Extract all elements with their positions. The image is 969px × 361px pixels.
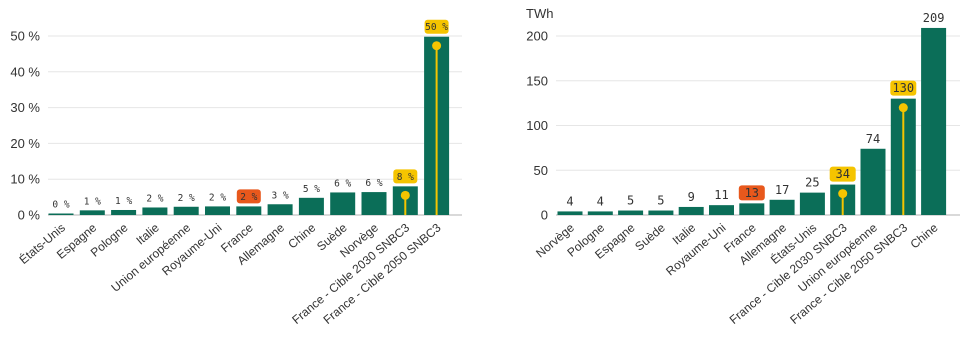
category-label-twh-chine: Chine <box>908 220 941 251</box>
value-label-twh-pologne: 4 <box>597 194 604 208</box>
category-label-pct-chine: Chine <box>285 220 318 251</box>
pct-y-tick-0: 0 % <box>18 208 41 223</box>
value-label-pct-italie: 2 % <box>146 193 163 204</box>
value-label-pct-royaume-uni: 2 % <box>209 192 226 203</box>
badge-twh-france-cible-2050-snbc3 <box>890 80 917 96</box>
bar-pct-norvege <box>361 192 387 215</box>
pct-y-tick-10: 10 % <box>10 172 40 187</box>
value-label-pct-etats-unis: 0 % <box>52 200 69 211</box>
bar-twh-suede <box>648 210 674 215</box>
bar-twh-etats-unis <box>799 192 825 215</box>
bar-pct-pologne <box>111 209 137 215</box>
target-dot-pct-france-cible-2050-snbc3 <box>432 41 442 51</box>
badge-pct-france-cible-2050-snbc3 <box>424 19 449 34</box>
bar-twh-chine <box>921 27 947 215</box>
value-label-pct-suede: 6 % <box>334 178 351 189</box>
bar-pct-italie <box>142 207 168 215</box>
bar-pct-union-europeenne <box>173 206 199 215</box>
badge-pct-france-cible-2030-snbc3 <box>393 169 418 184</box>
value-label-twh-royaume-uni: 11 <box>714 188 728 202</box>
value-label-pct-france-cible-2030-snbc3: 8 % <box>397 172 414 183</box>
category-label-twh-suede: Suède <box>632 220 668 253</box>
value-label-pct-france-cible-2050-snbc3: 50 % <box>425 22 448 33</box>
bar-pct-suede <box>330 192 356 215</box>
target-dot-twh-france-cible-2030-snbc3 <box>838 189 848 199</box>
bar-pct-allemagne <box>267 204 293 215</box>
twh-y-tick-50: 50 <box>534 163 548 178</box>
pct-y-tick-20: 20 % <box>10 136 40 151</box>
value-label-twh-suede: 5 <box>657 194 664 208</box>
bar-pct-france <box>236 206 262 215</box>
bar-pct-chine <box>298 197 324 215</box>
bar-twh-royaume-uni <box>709 205 734 215</box>
twh-y-tick-200: 200 <box>526 29 548 44</box>
value-label-twh-allemagne: 17 <box>775 183 789 197</box>
pct-y-tick-30: 30 % <box>10 100 40 115</box>
badge-pct-france <box>236 189 261 204</box>
twh-y-tick-100: 100 <box>526 118 548 133</box>
bar-pct-etats-unis <box>48 213 74 215</box>
value-label-twh-espagne: 5 <box>627 194 634 208</box>
bar-pct-espagne <box>79 210 105 215</box>
value-label-twh-france: 13 <box>745 186 759 200</box>
value-label-twh-france-cible-2030-snbc3: 34 <box>835 167 849 181</box>
target-dot-twh-france-cible-2050-snbc3 <box>898 103 908 113</box>
pct-y-tick-40: 40 % <box>10 64 40 79</box>
value-label-twh-norvege: 4 <box>566 194 573 208</box>
value-label-pct-france: 2 % <box>240 192 257 203</box>
bar-twh-france <box>739 203 765 215</box>
twh-y-tick-0: 0 <box>541 208 548 223</box>
twh-y-tick-150: 150 <box>526 73 548 88</box>
target-dot-pct-france-cible-2030-snbc3 <box>400 190 410 200</box>
value-label-pct-norvege: 6 % <box>365 178 382 189</box>
value-label-pct-chine: 5 % <box>303 184 320 195</box>
value-label-pct-pologne: 1 % <box>115 196 132 207</box>
bar-pct-royaume-uni <box>205 206 230 215</box>
bar-twh-pologne <box>587 211 613 215</box>
value-label-twh-chine: 209 <box>923 11 945 25</box>
value-label-twh-france-cible-2050-snbc3: 130 <box>892 81 914 95</box>
bar-twh-union-europeenne <box>860 148 886 215</box>
bar-twh-norvege <box>557 211 583 215</box>
badge-twh-france-cible-2030-snbc3 <box>829 166 856 182</box>
value-label-pct-union-europeenne: 2 % <box>178 193 195 204</box>
value-label-twh-etats-unis: 25 <box>805 176 819 190</box>
badge-twh-france <box>738 185 765 201</box>
bar-twh-italie <box>678 206 704 215</box>
right-chart-twh: TWh0501001502004Norvège4Pologne5Espagne5… <box>526 6 960 327</box>
twh-y-unit-label: TWh <box>526 6 553 21</box>
value-label-twh-italie: 9 <box>688 190 695 204</box>
value-label-pct-espagne: 1 % <box>84 196 101 207</box>
bar-twh-allemagne <box>769 199 795 215</box>
pct-y-tick-50: 50 % <box>10 29 40 44</box>
value-label-pct-allemagne: 3 % <box>272 190 289 201</box>
value-label-twh-union-europeenne: 74 <box>866 132 880 146</box>
bar-twh-espagne <box>618 210 644 215</box>
